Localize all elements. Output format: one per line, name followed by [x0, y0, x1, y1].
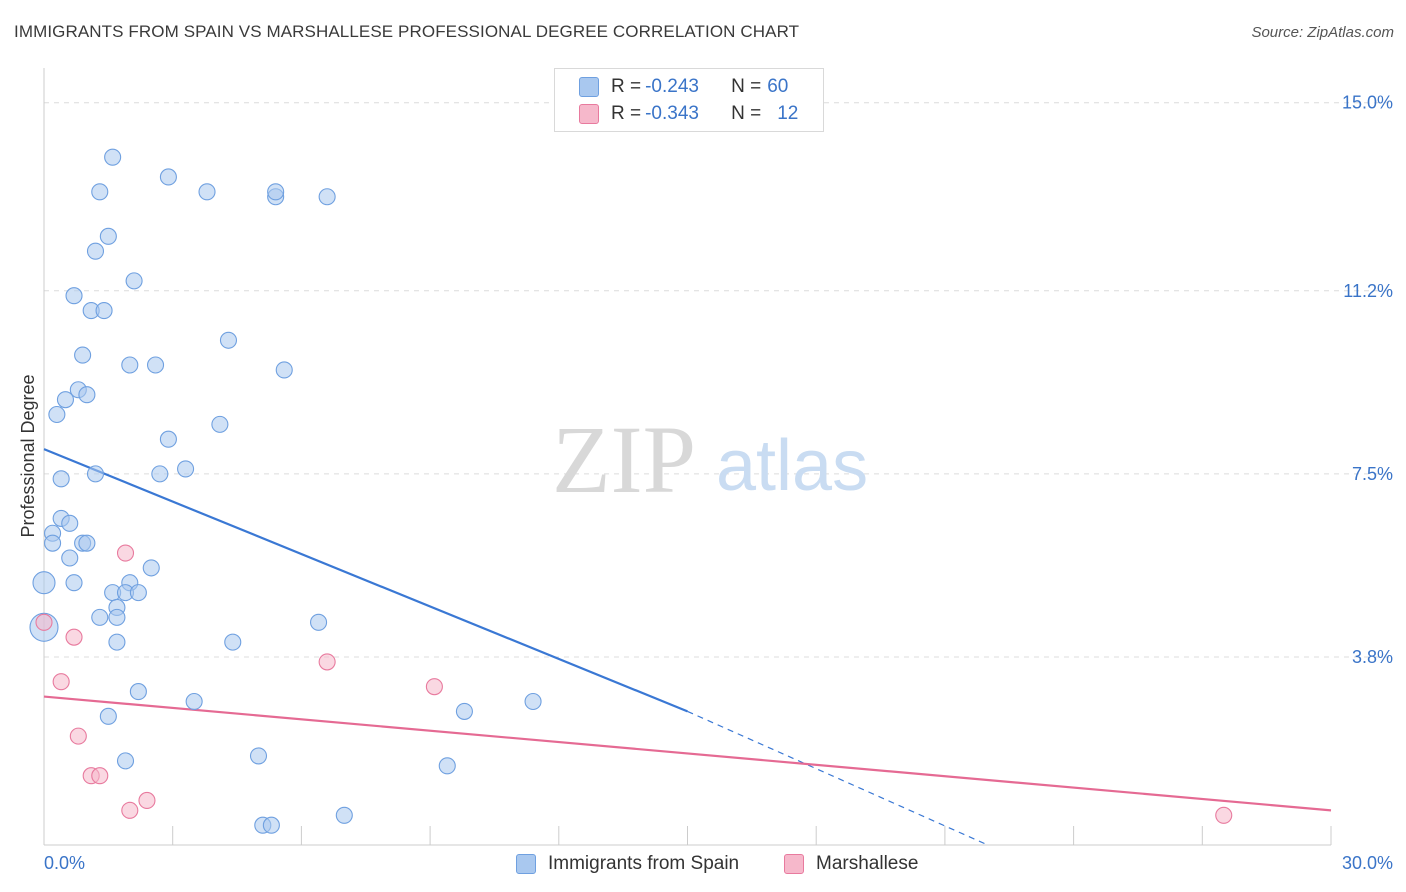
source-label: Source: ZipAtlas.com	[1251, 24, 1394, 41]
data-point-marshallese	[1215, 806, 1233, 824]
data-point-marshallese	[91, 767, 109, 785]
data-point-spain	[151, 465, 169, 483]
legend-n-value: 60	[767, 76, 789, 97]
legend-box: R = -0.243 N = 60 R = -0.343 N = 12	[554, 68, 824, 132]
legend-r-label: R =	[611, 103, 642, 124]
data-point-spain	[177, 460, 195, 478]
axes	[43, 68, 1332, 846]
legend-r-value: -0.243	[645, 76, 699, 97]
data-point-marshallese	[425, 678, 443, 696]
legend-n-value: 12	[777, 103, 799, 124]
data-point-spain	[249, 747, 268, 765]
data-point-spain	[78, 534, 96, 552]
legend-n-label: N =	[731, 103, 762, 124]
y-tick-label: 15.0%	[1342, 93, 1393, 113]
data-point-marshallese	[65, 628, 83, 646]
data-point-spain	[108, 633, 126, 651]
data-point-spain	[125, 272, 143, 290]
trend-lines	[43, 448, 1332, 846]
data-point-spain	[74, 346, 92, 364]
trend-line-extension	[687, 710, 989, 846]
y-tick-label: 3.8%	[1352, 647, 1393, 667]
data-point-spain	[198, 183, 216, 201]
data-point-spain	[91, 608, 109, 626]
data-point-marshallese	[121, 801, 139, 819]
data-point-spain	[318, 188, 336, 206]
data-point-spain	[267, 183, 285, 201]
data-point-spain	[159, 168, 177, 186]
data-point-spain	[142, 559, 160, 577]
data-point-spain	[65, 287, 83, 305]
x-tick-label: 0.0%	[44, 853, 85, 873]
data-point-spain	[44, 534, 62, 552]
data-point-spain	[129, 584, 147, 602]
y-axis-label: Professional Degree	[18, 374, 38, 537]
data-points	[29, 148, 1233, 834]
data-point-spain	[99, 227, 117, 245]
data-point-spain	[108, 608, 126, 626]
chart-title: IMMIGRANTS FROM SPAIN VS MARSHALLESE PRO…	[14, 22, 800, 41]
legend-swatch-spain	[579, 77, 599, 97]
watermark: ZIP atlas	[552, 406, 868, 513]
data-point-spain	[91, 183, 109, 201]
trend-line	[43, 448, 688, 713]
data-point-spain	[95, 302, 113, 320]
data-point-spain	[219, 331, 238, 349]
data-point-spain	[78, 386, 96, 404]
legend-n-label: N =	[731, 76, 762, 97]
bottom-legend-spain: Immigrants from Spain	[516, 852, 739, 876]
watermark-zip: ZIP	[552, 406, 696, 513]
data-point-spain	[159, 430, 177, 448]
x-tick-label: 30.0%	[1342, 853, 1393, 873]
data-point-spain	[48, 405, 66, 424]
legend-swatch-marshallese	[579, 104, 599, 124]
legend-row-marshallese: R = -0.343 N = 12	[579, 102, 798, 126]
data-point-spain	[61, 514, 79, 532]
y-tick-label: 11.2%	[1343, 281, 1393, 301]
data-point-spain	[104, 148, 122, 166]
data-point-spain	[455, 702, 473, 720]
data-point-spain	[99, 707, 117, 725]
trend-line	[43, 695, 1332, 812]
data-point-spain	[275, 361, 293, 379]
data-point-spain	[146, 356, 165, 374]
data-point-marshallese	[318, 653, 336, 671]
y-tick-label: 7.5%	[1352, 464, 1393, 484]
grid-lines	[44, 102, 1392, 658]
data-point-spain	[335, 806, 353, 824]
data-point-spain	[61, 549, 79, 567]
bottom-legend-marshallese: Marshallese	[784, 852, 918, 876]
data-point-spain	[116, 752, 135, 770]
data-point-marshallese	[116, 544, 135, 562]
data-point-spain	[129, 683, 147, 701]
legend-r-value: -0.343	[645, 103, 699, 124]
data-point-spain	[121, 356, 139, 374]
data-point-spain	[56, 391, 74, 409]
bottom-legend-label-marshallese: Marshallese	[816, 853, 919, 874]
data-point-spain	[65, 574, 83, 592]
data-point-spain	[86, 465, 105, 483]
data-point-spain	[32, 571, 56, 595]
data-point-marshallese	[35, 613, 53, 631]
data-point-spain	[211, 415, 229, 433]
data-point-spain	[262, 816, 280, 834]
bottom-legend-swatch-marshallese	[784, 854, 804, 874]
data-point-spain	[438, 757, 456, 775]
watermark-atlas: atlas	[716, 426, 868, 506]
data-point-spain	[52, 470, 70, 488]
data-point-marshallese	[69, 727, 87, 745]
tick-labels: 3.8% 7.5% 11.2% 15.0% 0.0% 30.0%	[44, 93, 1393, 873]
data-point-spain	[524, 692, 542, 711]
legend-r-label: R =	[611, 76, 642, 97]
data-point-spain	[310, 613, 328, 631]
data-point-spain	[86, 242, 105, 260]
bottom-legend-swatch-spain	[516, 854, 536, 874]
data-point-spain	[185, 692, 203, 711]
data-point-spain	[224, 633, 242, 651]
bottom-legend-label-spain: Immigrants from Spain	[548, 853, 740, 874]
data-point-marshallese	[52, 673, 70, 691]
data-point-marshallese	[138, 791, 156, 810]
legend-row-spain: R = -0.243 N = 60	[579, 75, 788, 99]
